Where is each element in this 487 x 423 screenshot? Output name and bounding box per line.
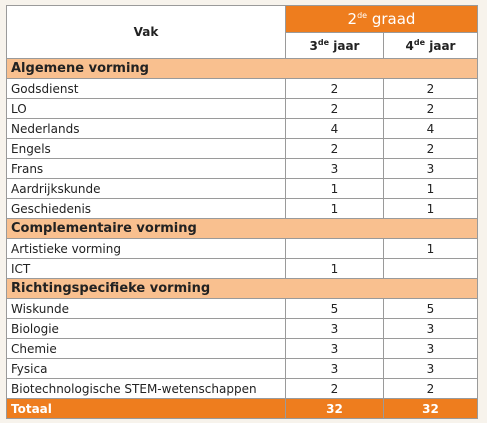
subject-row: Biotechnologische STEM-wetenschappen 2 2: [6, 378, 478, 399]
section-row: Richtingspecifieke vorming: [6, 278, 478, 299]
hours-cell: 5: [285, 298, 384, 319]
section-row: Complementaire vorming: [6, 218, 478, 239]
curriculum-table: Vak 2de graad 3de jaar 4de jaar Algemene …: [6, 5, 478, 419]
subject-row: Wiskunde 5 5: [6, 298, 478, 319]
subject-name: Aardrijkskunde: [6, 178, 286, 199]
hours-cell: 2: [383, 98, 478, 119]
hours-cell: 2: [383, 378, 478, 399]
hours-cell: 3: [383, 158, 478, 179]
subject-row: Frans 3 3: [6, 158, 478, 179]
year-sup: de: [413, 38, 426, 47]
total-row: Totaal 32 32: [6, 398, 478, 419]
subject-name: Biologie: [6, 318, 286, 339]
subject-row: Geschiedenis 1 1: [6, 198, 478, 219]
subject-row: Artistieke vorming 1: [6, 238, 478, 259]
hours-cell: 3: [285, 158, 384, 179]
hours-cell: 3: [383, 318, 478, 339]
hours-cell: 1: [383, 178, 478, 199]
total-value: 32: [285, 398, 384, 419]
total-label: Totaal: [6, 398, 286, 419]
hours-cell: 2: [383, 78, 478, 99]
hours-cell: 4: [383, 118, 478, 139]
hours-cell: 2: [383, 138, 478, 159]
hours-cell: 1: [285, 258, 384, 279]
hours-cell: 3: [285, 318, 384, 339]
subject-name: Nederlands: [6, 118, 286, 139]
hours-cell: 1: [383, 198, 478, 219]
year-number: 4: [405, 39, 414, 53]
year-header: 4de jaar: [383, 32, 478, 59]
hours-cell: 1: [285, 178, 384, 199]
hours-cell: [285, 238, 384, 259]
subject-name: Engels: [6, 138, 286, 159]
subject-row: LO 2 2: [6, 98, 478, 119]
subject-name: Chemie: [6, 338, 286, 359]
subject-row: Nederlands 4 4: [6, 118, 478, 139]
subject-header: Vak: [6, 5, 286, 59]
grade-header: 2de graad: [285, 5, 478, 33]
hours-cell: 4: [285, 118, 384, 139]
hours-cell: 1: [285, 198, 384, 219]
subject-row: Biologie 3 3: [6, 318, 478, 339]
section-title: Algemene vorming: [6, 58, 478, 79]
hours-cell: 2: [285, 138, 384, 159]
subject-row: ICT 1: [6, 258, 478, 279]
subject-name: Fysica: [6, 358, 286, 379]
hours-cell: 2: [285, 378, 384, 399]
grade-number: 2: [347, 10, 358, 28]
section-title: Complementaire vorming: [6, 218, 478, 239]
subject-name: Godsdienst: [6, 78, 286, 99]
year-rest: jaar: [333, 39, 360, 53]
subject-name: LO: [6, 98, 286, 119]
subject-name: ICT: [6, 258, 286, 279]
section-title: Richtingspecifieke vorming: [6, 278, 478, 299]
year-header: 3de jaar: [285, 32, 384, 59]
hours-cell: 2: [285, 78, 384, 99]
total-value: 32: [383, 398, 478, 419]
subject-name: Artistieke vorming: [6, 238, 286, 259]
year-number: 3: [309, 39, 318, 53]
hours-cell: 3: [285, 358, 384, 379]
subject-row: Fysica 3 3: [6, 358, 478, 379]
grade-rest: graad: [371, 10, 416, 28]
hours-cell: 3: [383, 358, 478, 379]
hours-cell: 5: [383, 298, 478, 319]
subject-row: Aardrijkskunde 1 1: [6, 178, 478, 199]
year-rest: jaar: [429, 39, 456, 53]
hours-cell: 1: [383, 238, 478, 259]
subject-row: Godsdienst 2 2: [6, 78, 478, 99]
grade-sup: de: [357, 11, 368, 20]
subject-row: Chemie 3 3: [6, 338, 478, 359]
hours-cell: 2: [285, 98, 384, 119]
hours-cell: 3: [285, 338, 384, 359]
year-sup: de: [317, 38, 330, 47]
hours-cell: 3: [383, 338, 478, 359]
hours-cell: [383, 258, 478, 279]
section-row: Algemene vorming: [6, 58, 478, 79]
subject-name: Frans: [6, 158, 286, 179]
subject-name: Wiskunde: [6, 298, 286, 319]
subject-name: Biotechnologische STEM-wetenschappen: [6, 378, 286, 399]
subject-row: Engels 2 2: [6, 138, 478, 159]
subject-name: Geschiedenis: [6, 198, 286, 219]
